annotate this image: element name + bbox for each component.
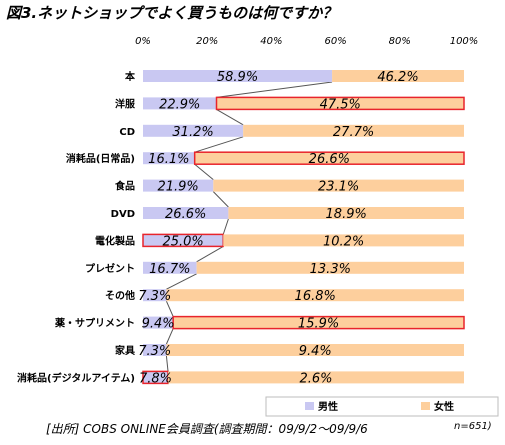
- source-note: [出所] COBS ONLINE会員調査(調査期間：09/9/2～09/9/6: [46, 422, 368, 436]
- bar-male: [143, 179, 214, 192]
- bar-label-male: 16.7%: [149, 262, 190, 277]
- bar-label-female: 26.6%: [309, 152, 350, 167]
- connector-line: [166, 273, 197, 290]
- category-label: CD: [119, 127, 135, 138]
- connector-line: [194, 163, 214, 180]
- bar-label-female: 18.9%: [326, 207, 367, 222]
- bar-male: [143, 124, 244, 137]
- legend-label-male: 男性: [318, 400, 338, 413]
- bar-label-female: 2.6%: [300, 371, 333, 386]
- bar-female: [223, 234, 464, 247]
- bar-label-male: 7.3%: [138, 344, 171, 359]
- connector-line: [216, 81, 333, 98]
- bar-label-male: 21.9%: [157, 180, 198, 195]
- bar-label-female: 15.9%: [298, 317, 339, 332]
- bar-male: [143, 261, 197, 274]
- x-tick-label: 0%: [135, 36, 151, 47]
- category-label: 電化製品: [95, 234, 135, 247]
- legend-swatch-female: [421, 402, 430, 410]
- connector-line: [216, 108, 244, 126]
- x-tick-label: 60%: [324, 36, 346, 47]
- x-tick-label: 80%: [389, 36, 411, 47]
- category-label: 消耗品(日常品): [66, 152, 135, 165]
- connector-line: [196, 245, 224, 263]
- bar-label-female: 23.1%: [318, 180, 359, 195]
- x-tick-label: 40%: [260, 36, 282, 47]
- connector-line: [165, 355, 169, 372]
- bar-female: [228, 207, 464, 219]
- bar-female: [213, 179, 464, 192]
- category-label: 洋服: [115, 97, 136, 110]
- bar-male: [143, 316, 174, 329]
- bar-female: [168, 371, 464, 384]
- bar-label-female: 47.5%: [320, 97, 361, 112]
- bar-label-female: 13.3%: [310, 262, 351, 277]
- x-tick-label: 20%: [196, 36, 218, 47]
- category-label: 家具: [115, 344, 135, 357]
- x-tick-label: 100%: [450, 36, 479, 47]
- connector-line: [212, 191, 229, 208]
- bar-label-male: 9.4%: [142, 317, 175, 332]
- chart-title: 図3.ネットショップでよく買うものは何ですか？: [6, 4, 338, 22]
- bar-label-female: 10.2%: [323, 234, 364, 249]
- category-label: 薬・サプリメント: [54, 317, 135, 330]
- category-label: 消耗品(デジタルアイテム): [17, 371, 135, 384]
- bar-male: [143, 97, 217, 110]
- connector-line: [165, 328, 174, 345]
- bar-label-female: 16.8%: [295, 289, 336, 304]
- category-label: 食品: [114, 180, 135, 193]
- category-label: プレゼント: [85, 262, 135, 275]
- bar-label-male: 16.1%: [148, 152, 189, 167]
- bar-female: [166, 289, 465, 302]
- bar-label-female: 9.4%: [299, 344, 332, 359]
- bar-label-female: 27.7%: [333, 125, 374, 140]
- connector-line: [165, 300, 174, 317]
- bar-label-male: 31.2%: [172, 125, 213, 140]
- bar-female: [172, 315, 465, 330]
- connector-line: [194, 136, 244, 153]
- bar-label-female: 46.2%: [377, 70, 418, 85]
- legend-box: [265, 396, 499, 417]
- bar-female: [332, 70, 464, 82]
- bar-male: [143, 207, 229, 219]
- bar-male: [143, 344, 167, 356]
- bar-label-male: 22.9%: [159, 97, 200, 112]
- bar-female: [196, 261, 464, 274]
- category-label: 本: [125, 70, 136, 83]
- bar-female: [166, 344, 465, 356]
- sample-size-note: n=651): [454, 421, 492, 432]
- legend-swatch-male: [305, 402, 314, 410]
- bar-label-male: 26.6%: [165, 207, 206, 222]
- bar-male: [143, 152, 195, 165]
- bar-label-male: 7.3%: [138, 289, 171, 304]
- bar-female: [243, 124, 464, 137]
- bar-female: [215, 96, 465, 111]
- bar-male: [143, 70, 333, 82]
- bar-female: [193, 151, 465, 165]
- bar-label-male: 25.0%: [162, 234, 203, 249]
- bar-male: [143, 289, 167, 302]
- bar-label-male: 58.9%: [217, 70, 258, 85]
- category-label: DVD: [111, 209, 135, 220]
- bar-label-male: 7.8%: [139, 371, 172, 386]
- legend-label-female: 女性: [434, 400, 454, 413]
- connector-line: [222, 218, 229, 235]
- category-label: その他: [105, 289, 135, 302]
